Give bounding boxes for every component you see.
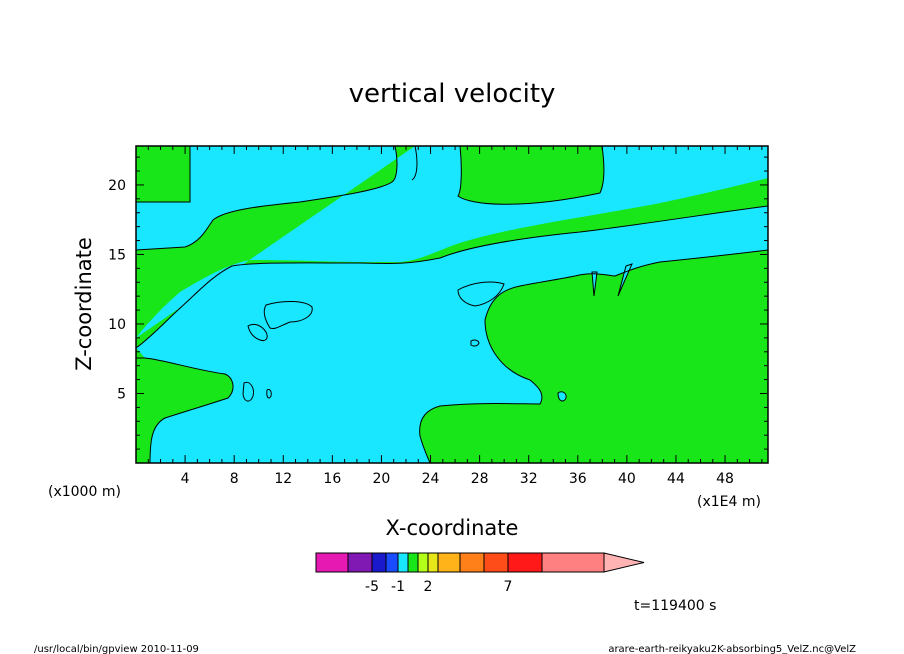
colorbar-tick-label: 2 — [424, 579, 433, 595]
colorbar-segment — [371, 552, 387, 573]
footer-right: arare-earth-reikyaku2K-absorbing5_VelZ.n… — [608, 644, 856, 654]
colorbar-segment — [507, 552, 543, 573]
contour-line — [411, 146, 418, 181]
colorbar: -5 -1 2 7 — [315, 552, 645, 595]
contour-island — [263, 301, 313, 329]
x-tick-label: 24 — [422, 471, 440, 487]
colorbar-tick-label: -1 — [391, 579, 405, 595]
contour-region-upper — [136, 146, 768, 338]
colorbar-segment — [347, 552, 373, 573]
colorbar-segment — [483, 552, 509, 573]
x-tick-label: 44 — [667, 471, 685, 487]
contour-island — [242, 381, 254, 402]
x-axis-label: X-coordinate — [386, 516, 519, 540]
colorbar-segment — [541, 552, 605, 573]
contour-line — [457, 146, 605, 205]
x-tick-label: 48 — [716, 471, 734, 487]
y-tick-label: 15 — [108, 247, 126, 263]
x-axis-unit: (x1E4 m) — [697, 494, 761, 510]
colorbar-segment — [385, 552, 399, 573]
time-label: t=119400 s — [634, 598, 716, 614]
y-axis-label: Z-coordinate — [72, 237, 96, 371]
colorbar-segment — [417, 552, 429, 573]
colorbar-segment — [427, 552, 439, 573]
colorbar-segment — [397, 552, 409, 573]
y-tick-label: 20 — [108, 178, 126, 194]
contour-island — [470, 339, 480, 347]
contour-line — [136, 205, 768, 349]
x-tick-label: 16 — [323, 471, 341, 487]
contour-line — [419, 249, 768, 463]
x-tick-label: 12 — [274, 471, 292, 487]
x-tick-label: 40 — [618, 471, 636, 487]
contour-line — [136, 357, 234, 463]
colorbar-tick-label: -5 — [365, 579, 379, 595]
contour-line — [136, 146, 398, 251]
contour-lines — [136, 146, 768, 463]
plot-frame — [135, 145, 769, 464]
contour-region-center — [136, 206, 768, 463]
contour-island — [266, 389, 272, 399]
x-tick-label: 20 — [373, 471, 391, 487]
colorbar-segment — [407, 552, 419, 573]
colorbar-segment — [459, 552, 485, 573]
chart-title: vertical velocity — [349, 79, 556, 109]
contour-island — [247, 323, 268, 341]
contour-island — [617, 263, 633, 297]
plot-area — [136, 146, 768, 463]
x-tick-label: 4 — [181, 471, 190, 487]
x-tick-label: 28 — [471, 471, 489, 487]
colorbar-extend-arrow — [603, 552, 645, 573]
colorbar-tick-label: 7 — [504, 579, 513, 595]
y-tick-label: 5 — [117, 386, 126, 402]
y-axis-ticks: 5 10 15 20 — [108, 156, 768, 450]
colorbar-segment — [315, 552, 349, 573]
y-tick-label: 10 — [108, 317, 126, 333]
colorbar-segment — [437, 552, 461, 573]
contour-line — [136, 146, 191, 203]
contour-island — [457, 281, 505, 307]
footer-left: /usr/local/bin/gpview 2010-11-09 — [34, 644, 199, 654]
contour-island — [591, 271, 598, 297]
x-axis-ticks: 4 8 12 16 20 24 28 32 36 40 44 48 — [147, 146, 763, 487]
x-tick-label: 36 — [569, 471, 587, 487]
x-tick-label: 8 — [230, 471, 239, 487]
contour-island — [557, 391, 567, 402]
y-axis-unit: (x1000 m) — [48, 484, 121, 500]
x-tick-label: 32 — [520, 471, 538, 487]
